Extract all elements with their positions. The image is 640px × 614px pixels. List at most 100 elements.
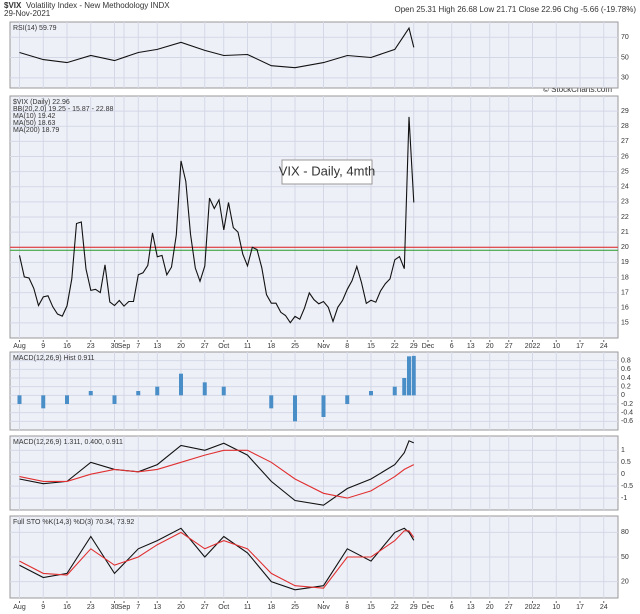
x-tick-label: 6 [450,604,454,611]
y-tick-label: 30 [621,75,629,82]
legend-entry: MA(10) 19.42 [13,113,56,120]
x-tick-label: Oct [218,343,229,350]
x-tick-label: 22 [391,343,399,350]
histogram-bar [269,395,274,409]
legend-entry: MA(200) 18.79 [13,127,59,134]
x-tick-label: 23 [87,343,95,350]
x-tick-label: 2022 [525,343,541,350]
x-tick-label: 8 [345,604,349,611]
indicator-line [19,530,415,589]
panel-label: RSI(14) 59.79 [13,25,57,32]
x-tick-label: 17 [576,343,584,350]
histogram-bar [65,395,69,404]
y-tick-label: 19 [621,259,629,266]
x-tick-label: 8 [345,343,349,350]
y-tick-label: 0.6 [621,366,631,373]
histogram-bar [88,391,93,396]
x-tick-label: 11 [244,604,251,611]
x-tick-label: 20 [177,343,185,350]
histogram-bar [369,391,373,396]
indicator-line [19,440,415,506]
panel [9,435,619,511]
x-tick-label: 24 [600,604,608,611]
price-line [18,116,415,324]
indicator-line [19,449,415,499]
x-tick-label: 15 [367,343,375,350]
symbol-name: Volatility Index - New Methodology INDX [26,1,170,10]
x-tick-label: 27 [505,604,513,611]
panel-label: MACD(12,26,9) 1.311, 0.400, 0.911 [13,439,123,446]
y-tick-label: 18 [621,274,629,281]
legend-entry: BB(20,2.0) 19.25 - 15.87 - 22.88 [13,106,114,113]
y-tick-label: -0.2 [621,401,633,408]
y-tick-label: -0.4 [621,410,633,417]
quote: Open 25.31 High 26.68 Low 21.71 Close 22… [395,5,637,14]
y-tick-label: 25 [621,168,629,175]
x-tick-label: 22 [391,604,399,611]
x-tick-label: 13 [467,343,475,350]
histogram-bar [345,395,350,404]
y-tick-label: 0.8 [621,358,631,365]
x-tick-label: 18 [267,343,275,350]
x-tick-label: 18 [267,604,275,611]
date: 29-Nov-2021 [4,9,51,18]
x-tick-label: 24 [600,343,608,350]
x-tick-label: Aug [13,604,26,611]
histogram-bar [402,378,407,396]
legend-entry: $VIX (Daily) 22.96 [13,99,70,106]
watermark: © StockCharts.com [543,85,612,94]
y-tick-label: 50 [621,54,629,61]
x-tick-label: Dec [422,343,435,350]
x-tick-label: 13 [153,604,161,611]
annotation: VIX - Daily, 4mth [279,163,376,178]
y-tick-label: 0.4 [621,375,631,382]
x-tick-label: 7 [136,343,140,350]
x-tick-label: 20 [486,343,494,350]
histogram-bar [392,386,397,396]
y-tick-label: 15 [621,320,629,327]
x-tick-label: 13 [467,604,475,611]
y-tick-label: 1 [621,447,625,454]
x-tick-label: 25 [291,604,299,611]
histogram-bar [155,386,160,396]
y-tick-label: 20 [621,578,629,585]
y-tick-label: 0 [621,392,625,399]
y-tick-label: 0 [621,471,625,478]
histogram-bar [407,356,411,396]
x-tick-label: 9 [41,343,45,350]
x-tick-label: 15 [367,604,375,611]
y-tick-label: 29 [621,108,629,115]
x-tick-label: 30 [111,604,119,611]
x-tick-label: 20 [486,604,494,611]
x-tick-label: Sep [118,343,131,350]
x-tick-label: Aug [13,343,26,350]
x-tick-label: 17 [576,604,584,611]
x-tick-label: Nov [317,343,330,350]
y-tick-label: 28 [621,123,629,130]
legend-entry: MA(50) 18.63 [13,120,56,127]
y-tick-label: 16 [621,305,629,312]
x-tick-label: 27 [505,343,513,350]
x-tick-label: 10 [552,604,560,611]
histogram-bar [112,395,117,404]
y-tick-label: 0.5 [621,459,631,466]
y-tick-label: 21 [621,229,629,236]
y-tick-label: -1 [621,495,627,502]
x-tick-label: 20 [177,604,185,611]
y-tick-label: -0.5 [621,483,633,490]
histogram-bar [411,355,416,396]
x-tick-label: 30 [111,343,119,350]
x-tick-label: 9 [41,604,45,611]
y-tick-label: 0.2 [621,384,631,391]
x-tick-label: Sep [118,604,131,611]
x-tick-label: Nov [317,604,330,611]
symbol: $VIX [4,1,22,10]
x-tick-label: 27 [201,343,209,350]
y-tick-label: 80 [621,529,629,536]
x-tick-label: 29 [410,343,418,350]
histogram-bar [202,382,207,396]
histogram-bar [321,395,326,417]
x-tick-label: 10 [552,343,560,350]
x-tick-label: 27 [201,604,209,611]
y-tick-label: 27 [621,138,629,145]
